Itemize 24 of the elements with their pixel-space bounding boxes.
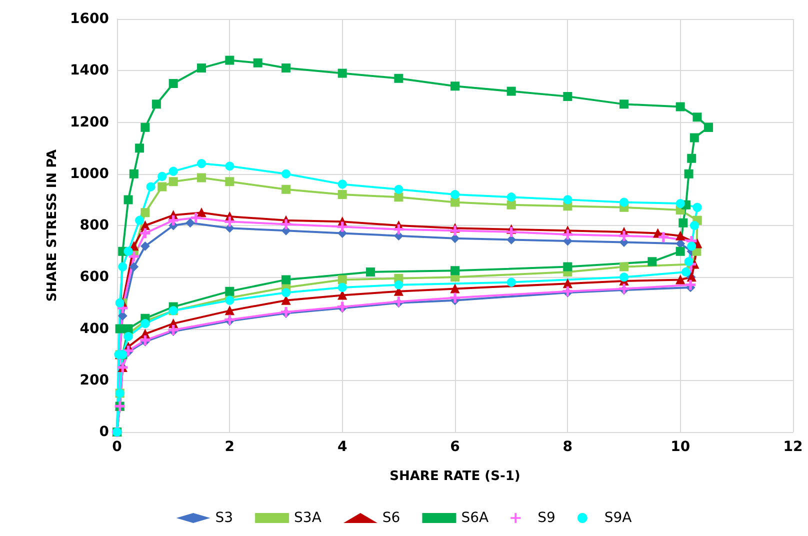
y-axis-title: SHARE STRESS IN PA [45,149,60,302]
x-tick-label: 2 [224,439,235,455]
y-tick-label: 1600 [70,11,110,27]
x-tick-label: 6 [450,439,460,455]
y-tick-label: 1000 [70,166,110,182]
x-tick-label: 8 [562,439,573,455]
x-tick-label: 12 [783,439,803,455]
y-tick-label: 600 [80,269,110,286]
y-tick-label: 800 [80,218,110,234]
x-tick-label: 4 [337,439,348,455]
legend-label: S3A [294,510,322,526]
legend-label: S9 [538,510,556,526]
x-axis-title: SHARE RATE (S-1) [390,469,520,484]
legend-label: S9A [604,510,632,526]
y-tick-label: 1200 [70,114,110,130]
y-tick-label: 0 [99,424,110,440]
y-tick-label: 200 [80,372,110,388]
legend-label: S6 [382,510,400,526]
legend-label: S3 [215,510,234,526]
x-tick-label: 10 [670,439,690,455]
legend-label: S6A [461,510,490,526]
y-tick-label: 400 [80,320,110,337]
y-tick-label: 1400 [70,62,110,79]
x-tick-label: 0 [112,439,122,455]
